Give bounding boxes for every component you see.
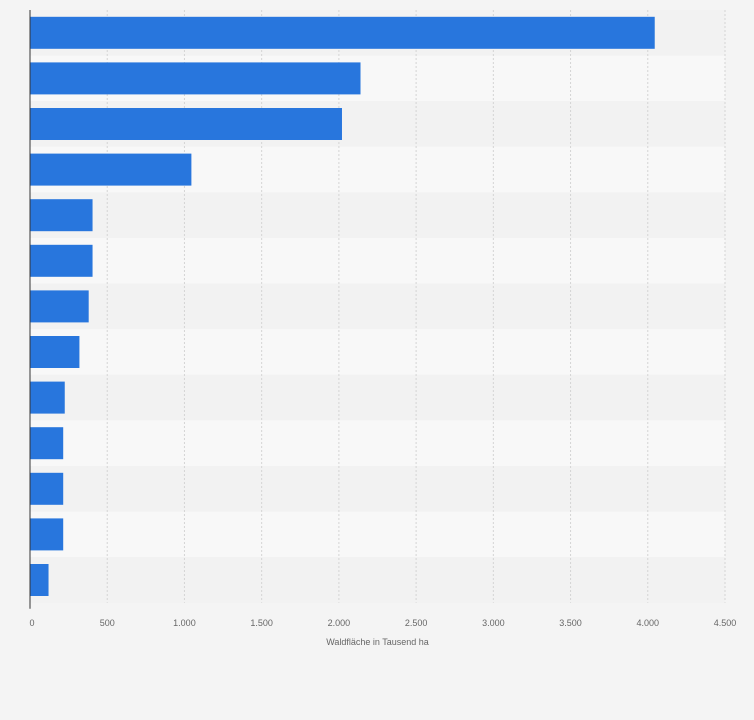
row-band — [30, 511, 725, 558]
x-tick-label: 1.000 — [173, 618, 196, 628]
x-tick-label: 2.000 — [328, 618, 351, 628]
gridlines — [106, 10, 726, 603]
row-band — [30, 283, 725, 330]
bar — [30, 472, 64, 505]
bar — [30, 336, 80, 368]
bar — [30, 564, 49, 596]
bar — [30, 199, 93, 232]
bar — [30, 62, 361, 95]
x-tick-label: 500 — [100, 618, 115, 628]
bar — [30, 244, 93, 277]
bar — [30, 381, 65, 414]
x-axis-ticks: 0 500 1.000 1.500 2.000 2.500 3.000 3.500 4.000 4… — [29, 618, 736, 628]
x-tick-label: 1.500 — [250, 618, 273, 628]
row-band — [30, 374, 725, 421]
x-tick-label: 3.000 — [482, 618, 505, 628]
row-band — [30, 192, 725, 238]
bars — [30, 16, 655, 596]
bar — [30, 108, 342, 140]
row-band — [30, 329, 725, 375]
x-tick-label: 4.000 — [637, 618, 660, 628]
row-bands — [30, 10, 725, 603]
x-tick-label: 2.500 — [405, 618, 428, 628]
bar — [30, 427, 64, 460]
row-band — [30, 420, 725, 466]
bar — [30, 16, 655, 49]
row-band — [30, 557, 725, 603]
row-band — [30, 466, 725, 512]
x-axis-title: Waldfläche in Tausend ha — [326, 637, 429, 647]
bar — [30, 518, 64, 551]
x-tick-label: 0 — [29, 618, 34, 628]
x-tick-label: 4.500 — [714, 618, 737, 628]
bar — [30, 290, 89, 323]
bar — [30, 153, 192, 186]
row-band — [30, 238, 725, 284]
x-tick-label: 3.500 — [559, 618, 582, 628]
